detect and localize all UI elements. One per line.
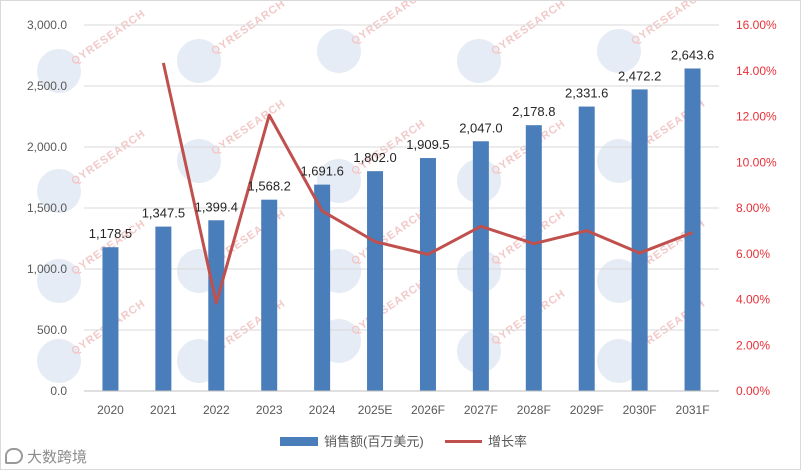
bar-data-label: 2,643.6 [671,47,714,62]
watermark-text: QYRESEARCH [209,1,288,58]
watermark-text: QYRESEARCH [349,277,428,337]
legend-bar-label: 销售额(百万美元) [324,434,424,449]
legend-bar-swatch [280,437,318,446]
right-tick-label: 6.00% [736,247,770,261]
x-tick-label: 2023 [256,403,283,417]
watermark-text: QYRESEARCH [69,7,148,67]
x-tick-label: 2029F [570,403,604,417]
sales-bar [208,220,225,391]
sales-bar [684,68,701,391]
x-tick-label: 2021 [150,403,177,417]
sales-bars [102,68,701,391]
watermark-logo: QYRESEARCH [37,217,148,303]
sales-bar [525,125,542,391]
sales-bar [472,141,489,391]
right-tick-label: 4.00% [736,293,770,307]
bar-data-label: 1,347.5 [142,206,185,221]
watermark-logo: QYRESEARCH [177,297,288,383]
watermark-logo: QYRESEARCH [457,1,568,83]
x-tick-label: 2026F [411,403,445,417]
right-tick-label: 16.00% [736,18,777,32]
x-axis-ticks: 2020 2021 2022 2023 2024 2025E 2026F 2027F 2028F… [84,390,719,417]
right-tick-label: 0.00% [736,384,770,398]
right-axis-ticks: 0.00% 2.00% 4.00% 6.00% 8.00% 10.00% 12.00% 14.… [736,18,777,398]
left-tick-label: 1,000.0 [27,262,67,276]
bar-data-labels: 1,178.5 1,347.5 1,399.4 1,568.2 1,691.6 1,802… [89,47,714,241]
source-text: 大数跨境 [27,448,88,466]
bar-data-label: 1,178.5 [89,226,132,241]
watermark-text: QYRESEARCH [629,1,708,48]
x-tick-label: 2030F [623,403,657,417]
left-tick-label: 2,500.0 [27,79,67,93]
source-watermark: 大数跨境 [5,445,87,467]
watermark-logo: QYRESEARCH [317,1,428,73]
sales-bar [261,199,278,391]
x-tick-label: 2022 [203,403,230,417]
sales-bar [314,184,331,391]
right-tick-label: 8.00% [736,201,770,215]
growth-line [161,62,694,305]
bar-data-label: 2,472.2 [618,68,661,83]
x-tick-label: 2025E [358,403,393,417]
sales-bar [419,158,436,391]
bar-data-label: 1,802.0 [353,150,396,165]
legend: 销售额(百万美元) 增长率 [280,434,527,449]
watermark-text: QYRESEARCH [69,127,148,187]
x-tick-label: 2031F [676,403,710,417]
sales-bar [578,106,595,391]
bar-data-label: 1,691.6 [300,164,343,179]
watermark-text: QYRESEARCH [349,207,428,267]
left-tick-label: 2,000.0 [27,140,67,154]
sales-bar [155,226,172,391]
x-tick-label: 2027F [464,403,498,417]
bar-data-label: 1,909.5 [406,137,449,152]
sales-bar [631,89,648,391]
right-tick-label: 10.00% [736,155,777,169]
bar-data-label: 2,178.8 [512,104,555,119]
right-tick-label: 12.00% [736,110,777,124]
bar-data-label: 2,331.6 [565,86,608,101]
bar-data-label: 1,399.4 [195,199,238,214]
left-tick-label: 1,500.0 [27,201,67,215]
left-tick-label: 0.0 [50,384,67,398]
bar-data-label: 1,568.2 [248,179,291,194]
left-tick-label: 3,000.0 [27,18,67,32]
growth-rate-line [161,62,694,305]
x-tick-label: 2024 [309,403,336,417]
x-tick-label: 2020 [97,403,124,417]
bar-data-label: 2,047.0 [459,120,502,135]
watermark-text: QYRESEARCH [489,1,568,58]
left-tick-label: 500.0 [37,323,67,337]
sales-bar [367,171,384,391]
watermark-logo: QYRESEARCH [457,207,568,293]
x-tick-label: 2028F [517,403,551,417]
left-axis-ticks: 0.0 500.0 1,000.0 1,500.0 2,000.0 2,500.0 3,00… [27,18,67,398]
right-tick-label: 14.00% [736,64,777,78]
watermark-text: QYRESEARCH [349,1,428,48]
sales-bar [102,247,119,391]
right-tick-label: 2.00% [736,338,770,352]
watermark-logo: QYRESEARCH [177,1,288,83]
wechat-icon [5,448,23,464]
legend-line-label: 增长率 [488,434,527,449]
